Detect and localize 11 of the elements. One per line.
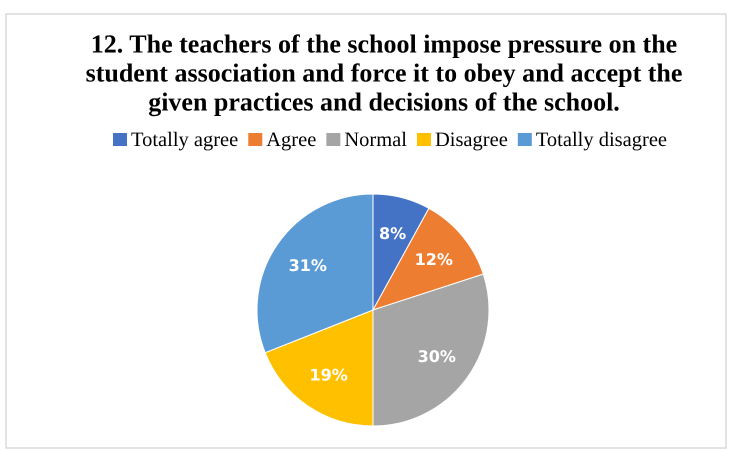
legend-label: Agree [266,129,316,151]
legend-label: Totally agree [130,129,238,151]
legend-label: Disagree [434,129,508,151]
data-label: 8% [379,224,406,244]
legend-label: Normal [344,129,408,151]
data-label: 12% [414,250,453,270]
data-label: 31% [288,256,327,276]
data-label: 30% [418,346,456,366]
chart-title: 12. The teachers of the school impose pressure on the student association and force it to obey and accept the given practices and decisions of the school. [86,30,682,116]
data-label: 19% [310,366,348,385]
legend-label: Totally disagree [536,129,668,151]
